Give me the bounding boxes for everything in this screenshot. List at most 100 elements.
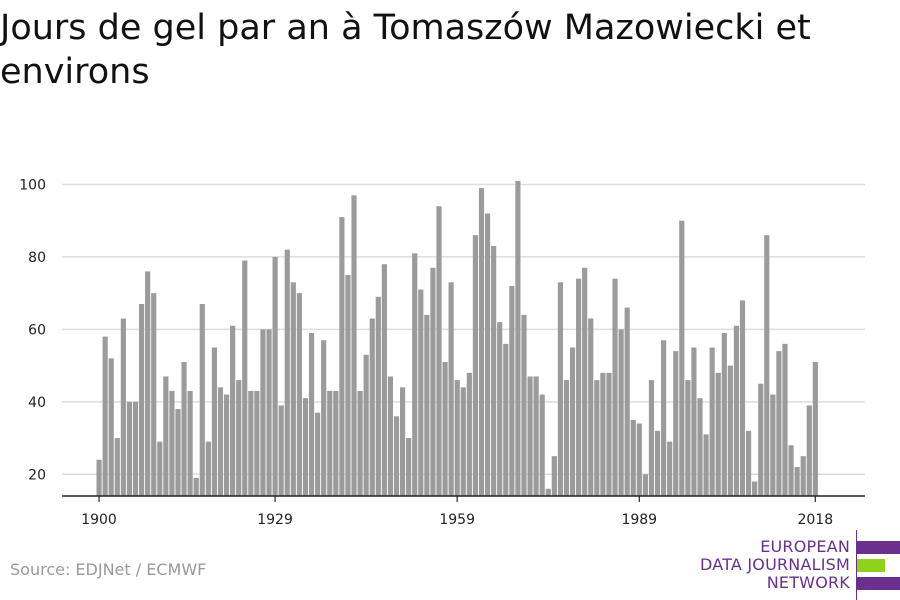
bar (612, 278, 618, 496)
logo-bar-bottom (857, 577, 900, 590)
bar (157, 441, 163, 496)
bar (539, 394, 545, 496)
edjnet-logo: EUROPEAN DATA JOURNALISM NETWORK (650, 538, 850, 592)
bar (782, 343, 788, 496)
bar (551, 456, 557, 496)
bar (709, 347, 715, 496)
x-tick-label: 2018 (797, 512, 833, 528)
bar (339, 217, 345, 497)
bar (442, 361, 448, 496)
bar (308, 333, 315, 496)
bar (102, 336, 108, 496)
bar (120, 318, 126, 496)
bar (800, 456, 806, 496)
bar (406, 438, 412, 496)
bar (733, 325, 740, 496)
bar (569, 347, 576, 496)
bar (436, 206, 442, 496)
bar (685, 380, 691, 496)
bar (284, 249, 290, 496)
bar (745, 430, 752, 496)
bar (624, 307, 630, 496)
bar (478, 188, 485, 496)
bar (163, 376, 169, 496)
bar (527, 376, 533, 496)
y-tick-label: 80 (28, 250, 46, 266)
bar (230, 325, 236, 496)
y-tick-label: 20 (28, 467, 46, 483)
bar (661, 340, 667, 496)
bar (333, 390, 339, 496)
bar (175, 409, 181, 496)
bar (114, 438, 120, 496)
bar (764, 235, 770, 496)
bar (387, 376, 394, 496)
bar (278, 405, 284, 496)
bar (758, 383, 764, 496)
logo-bar-top (857, 541, 900, 554)
bar (321, 340, 327, 496)
bar (296, 293, 302, 496)
logo-line-1: EUROPEAN (760, 537, 850, 556)
bar (545, 488, 551, 496)
x-tick-label: 1900 (81, 512, 117, 528)
bar (217, 387, 224, 496)
bar (648, 380, 655, 496)
bar (315, 412, 321, 496)
bar (430, 267, 436, 496)
bar (193, 477, 199, 496)
bar (145, 271, 151, 496)
bar (721, 333, 727, 496)
bar (400, 387, 406, 496)
logo-divider (856, 530, 857, 600)
bar (345, 275, 351, 496)
bar (460, 387, 466, 496)
bar (375, 296, 381, 496)
bar (248, 390, 254, 496)
bar (503, 343, 509, 496)
bar (418, 289, 424, 496)
bar (509, 285, 515, 496)
bar (533, 376, 539, 496)
bar (412, 253, 418, 496)
bar (576, 278, 582, 496)
bar (521, 314, 527, 496)
chart-title: Jours de gel par an à Tomaszów Mazowieck… (0, 8, 811, 92)
bar (491, 246, 497, 496)
bar (272, 256, 278, 496)
x-tick-label: 1989 (621, 512, 657, 528)
bar (630, 419, 636, 496)
bar (739, 300, 746, 496)
bar (351, 195, 357, 496)
y-tick-label: 100 (19, 177, 46, 193)
x-axis-ticks: 1900 1929 1959 1989 2018 (81, 496, 833, 528)
bar (363, 354, 369, 496)
bar (132, 401, 139, 496)
y-tick-label: 60 (28, 322, 46, 338)
source-note: Source: EDJNet / ECMWF (10, 560, 207, 579)
bar (236, 380, 242, 496)
bar (667, 441, 673, 496)
bar (606, 372, 612, 496)
bar (600, 372, 606, 496)
bar (515, 180, 521, 496)
bar (497, 322, 503, 496)
x-tick-label: 1959 (439, 512, 475, 528)
bar (181, 361, 187, 496)
logo-line-3: NETWORK (766, 573, 850, 592)
bar (636, 423, 642, 496)
bar (223, 394, 230, 496)
bar (715, 372, 721, 496)
bar (290, 282, 296, 496)
bar (242, 260, 248, 496)
bar (126, 401, 133, 496)
bar (448, 282, 454, 496)
bars (96, 180, 818, 497)
bar (812, 361, 818, 496)
bar (703, 434, 709, 496)
y-axis-ticks: 20 40 60 80 100 (19, 177, 46, 483)
bar (302, 398, 309, 496)
bar (794, 467, 800, 496)
bar (679, 220, 685, 496)
bar (454, 380, 460, 496)
